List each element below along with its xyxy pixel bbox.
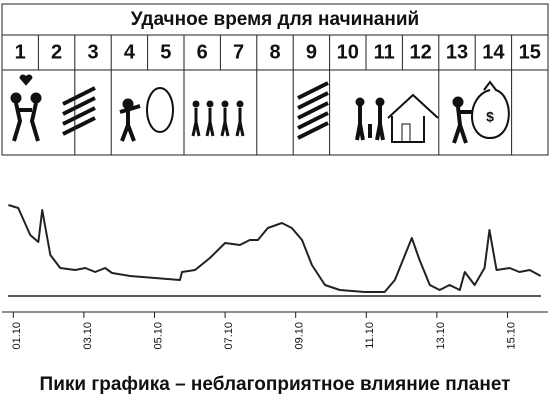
moneybag-icon [471, 80, 510, 140]
day-number: 2 [51, 41, 62, 63]
data-line [8, 204, 542, 293]
day-number: 7 [233, 41, 244, 63]
day-number: 3 [87, 41, 98, 63]
table-frame [1, 3, 549, 156]
day-number: 1 [15, 41, 26, 63]
figure-icon [452, 106, 472, 144]
heart-icon [19, 74, 33, 86]
figure-icon [355, 97, 365, 107]
figure-icon [30, 92, 42, 104]
house-icon [387, 93, 439, 143]
x-tick-label: 05.10 [152, 322, 164, 350]
figure-icon [236, 100, 244, 108]
x-tick-label: 11.10 [364, 322, 376, 349]
family-icon [355, 106, 385, 141]
figure-icon [12, 102, 40, 142]
day-number: 11 [374, 41, 395, 63]
figure-icon [206, 100, 214, 108]
table-title: Удачное время для начинаний [131, 9, 419, 30]
x-tick-label: 03.10 [82, 322, 94, 350]
day-number: 15 [519, 41, 541, 63]
figure-icon [119, 104, 141, 142]
figure-icon [10, 92, 22, 104]
day-number: 13 [446, 41, 468, 63]
day-number: 6 [197, 41, 208, 63]
scroll-icon [146, 87, 174, 133]
day-number: 5 [160, 41, 171, 63]
icons: $ [10, 74, 510, 144]
day-number: 9 [306, 41, 317, 63]
x-tick-label: 01.10 [11, 322, 23, 350]
dollar-sign: $ [486, 109, 494, 125]
day-number: 4 [124, 41, 136, 63]
stripes-icon [297, 81, 329, 140]
caption: Пики графика – неблагоприятное влияние п… [40, 374, 511, 395]
x-tick-label: 09.10 [294, 322, 306, 350]
x-tick-label: 13.10 [435, 322, 447, 350]
day-number: 8 [269, 41, 280, 63]
figure-icon [452, 96, 464, 108]
house-door [401, 123, 411, 143]
figure-icon [192, 100, 200, 108]
day-number: 12 [409, 41, 431, 63]
stripes-icon [62, 86, 96, 136]
x-tick-label: 07.10 [223, 322, 235, 350]
day-number: 14 [482, 41, 505, 63]
figure-icon [221, 100, 229, 108]
day-number: 10 [337, 41, 359, 63]
figure-icon [375, 97, 385, 107]
x-tick-label: 15.10 [505, 322, 517, 350]
group-icon [191, 108, 245, 137]
